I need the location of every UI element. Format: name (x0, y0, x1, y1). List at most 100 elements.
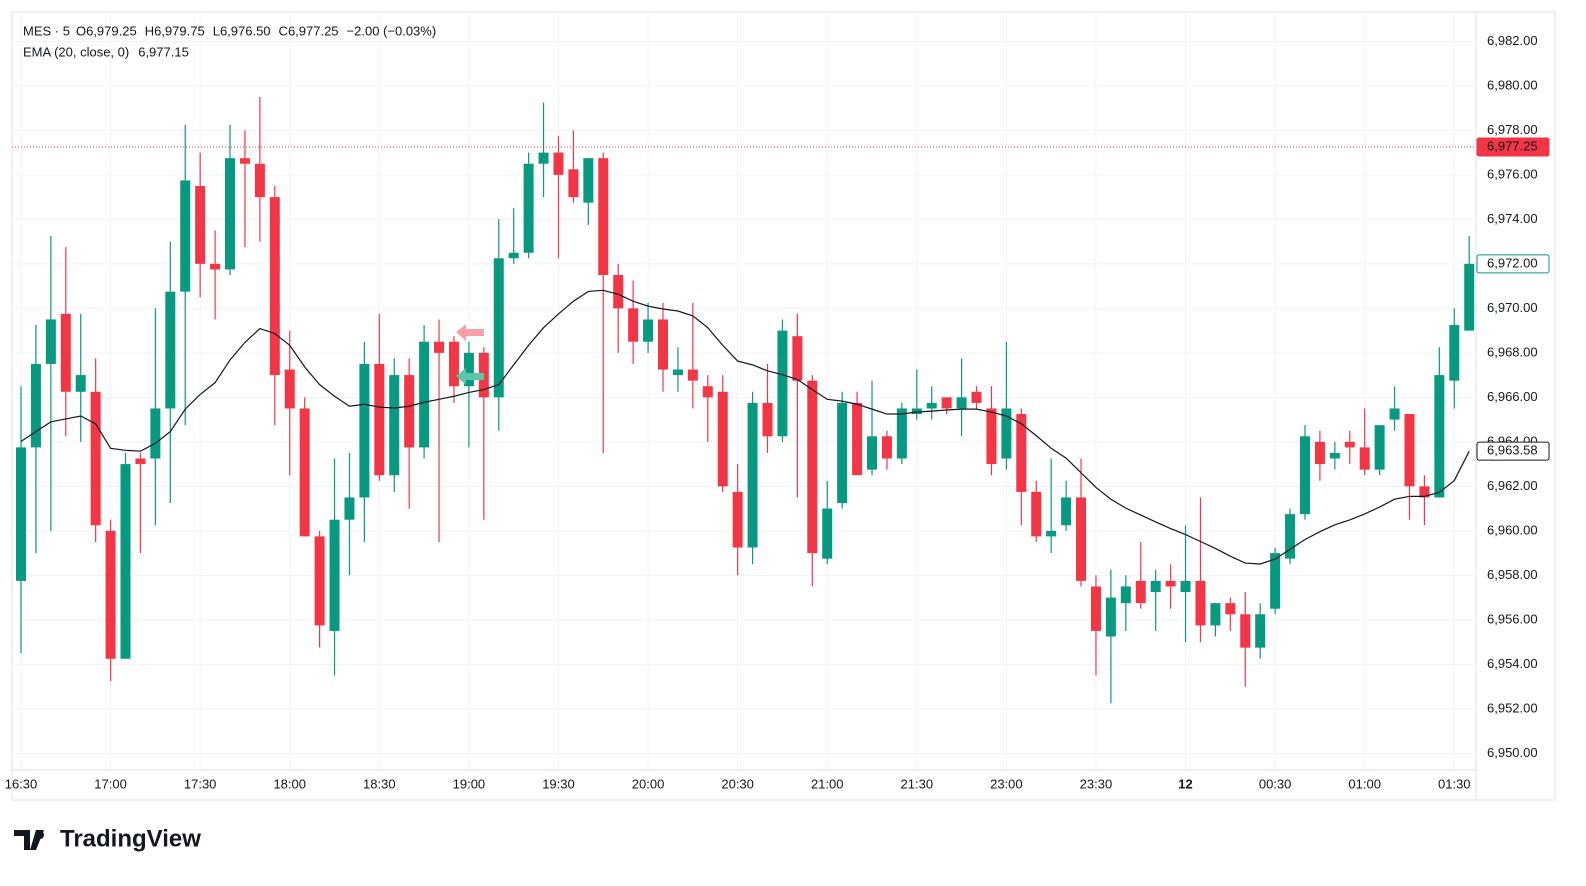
arrow-icon (456, 368, 484, 385)
candle-body (1404, 414, 1415, 487)
candle-body (1076, 497, 1087, 581)
price-label: 6,963.58 (1487, 443, 1538, 458)
candle-body (941, 397, 952, 409)
candle-body (419, 341, 430, 448)
candle-body (702, 386, 713, 398)
candle-body (404, 375, 415, 448)
candle-body (254, 163, 265, 198)
candle-body (30, 363, 41, 448)
candle-body (1120, 586, 1131, 604)
y-tick-label: 6,966.00 (1487, 389, 1538, 404)
candle-body (329, 519, 340, 631)
logo-dot (36, 831, 44, 839)
legend-text: L (213, 23, 220, 38)
candle-body (16, 447, 26, 581)
grid (12, 12, 1476, 770)
candle-body (269, 197, 280, 376)
candle-body (314, 536, 325, 626)
x-tick-label: 17:00 (94, 776, 127, 791)
x-tick-label: 20:00 (632, 776, 665, 791)
candle-body (732, 491, 743, 548)
candle-body (344, 497, 355, 520)
y-tick-label: 6,970.00 (1487, 300, 1538, 315)
candle-body (568, 169, 579, 198)
candle-body (657, 319, 668, 370)
candle-body (956, 397, 967, 409)
candle-body (1449, 325, 1460, 381)
legend-text: C (279, 23, 288, 38)
brand-name: TradingView (60, 825, 201, 852)
candle-body (1389, 408, 1400, 420)
candle-body (1135, 580, 1146, 604)
legend-text: 6,977.25 (288, 23, 339, 38)
candle-body (687, 369, 698, 381)
legend-text: MES · 5 (23, 23, 70, 38)
candle-body (1329, 452, 1340, 459)
candle-body (60, 313, 71, 392)
candle-body (792, 336, 803, 381)
candle-body (1434, 375, 1445, 498)
price-label: 6,972.00 (1487, 255, 1538, 270)
x-tick-label: 21:30 (901, 776, 934, 791)
candle-body (374, 363, 385, 476)
x-tick-label: 01:30 (1438, 776, 1471, 791)
candle-body (672, 369, 683, 376)
y-tick-label: 6,952.00 (1487, 700, 1538, 715)
candle-body (553, 152, 564, 175)
candle-body (1359, 447, 1370, 470)
candle-body (1165, 580, 1176, 587)
x-tick-label: 12 (1178, 776, 1192, 791)
candle-body (881, 436, 892, 459)
chart-frame (11, 11, 1556, 801)
candle-body (911, 408, 922, 415)
candle-body (777, 330, 788, 437)
candle-body (523, 163, 534, 253)
candle-body (284, 369, 295, 409)
y-tick-label: 6,954.00 (1487, 656, 1538, 671)
candle-body (583, 158, 594, 203)
candle-body (180, 180, 191, 292)
candle-body (822, 508, 833, 559)
candle-body (45, 319, 56, 364)
ema-line (20, 289, 1470, 565)
x-tick-label: 23:30 (1080, 776, 1113, 791)
y-tick-label: 6,982.00 (1487, 33, 1538, 48)
candle-body (643, 319, 654, 342)
candle-body (120, 464, 131, 659)
candle-body (239, 158, 250, 164)
candle-body (613, 274, 624, 309)
candle-body (1255, 614, 1266, 648)
legend-text: O (76, 23, 86, 38)
candle-body (1374, 425, 1385, 470)
candle-body (299, 408, 310, 537)
x-tick-label: 21:00 (811, 776, 844, 791)
candle-body (1270, 553, 1281, 609)
candle-body (1210, 603, 1221, 626)
candle-body (852, 402, 863, 476)
x-tick-label: 17:30 (184, 776, 217, 791)
chart-arrows (456, 324, 484, 385)
candle-body (359, 363, 370, 498)
legend-text: −2.00 (−0.03%) (347, 23, 437, 38)
candle-body (1195, 580, 1206, 626)
candle-body (75, 375, 86, 392)
candle-body (986, 408, 997, 465)
candle-body (135, 458, 146, 465)
y-tick-label: 6,968.00 (1487, 344, 1538, 359)
price-label-box (1476, 137, 1550, 157)
legend: MES · 5 O 6,979.25 H 6,979.75 L 6,976.50 C 6,977… (23, 23, 436, 59)
candle-body (195, 185, 206, 264)
candle-body (1299, 436, 1310, 515)
legend-text: 6,979.75 (154, 23, 205, 38)
candle-body (1240, 614, 1251, 648)
candle-body (150, 408, 161, 459)
candle-body (971, 391, 982, 403)
candle-body (762, 402, 773, 437)
legend-text: 6,976.50 (220, 23, 271, 38)
candle-body (1105, 597, 1116, 637)
legend-text: 6,979.25 (86, 23, 137, 38)
candle-body (867, 436, 878, 470)
candle-body (1031, 491, 1042, 537)
x-tick-label: 16:30 (5, 776, 38, 791)
